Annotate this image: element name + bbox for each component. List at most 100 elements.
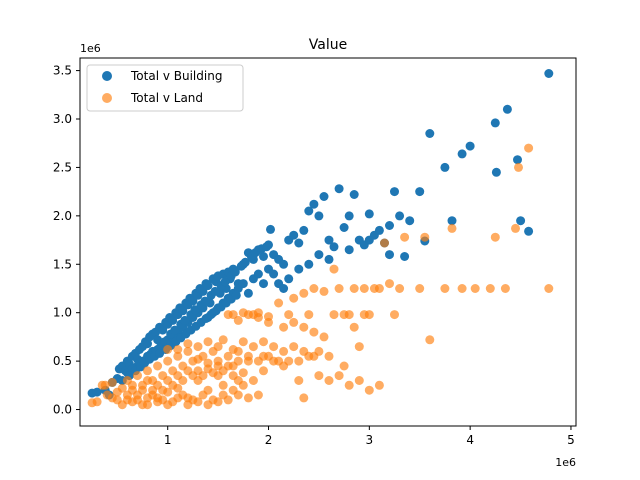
- point-s1-49: [339, 361, 349, 371]
- point-s1-146: [143, 400, 152, 410]
- point-s1-183: [173, 345, 183, 354]
- point-s1-112: [294, 376, 304, 385]
- point-s1-175: [248, 342, 258, 352]
- point-s1-78: [107, 377, 117, 387]
- point-s1-62: [415, 284, 425, 293]
- point-s1-181: [309, 351, 319, 361]
- point-s0-161: [230, 267, 240, 277]
- point-s0-134: [314, 250, 324, 260]
- point-s0-138: [385, 221, 394, 230]
- point-s1-139: [208, 368, 218, 378]
- point-s1-108: [259, 366, 268, 376]
- point-s0-83: [385, 250, 394, 260]
- point-s0-130: [279, 284, 289, 293]
- point-s1-157: [253, 390, 263, 400]
- point-s1-70: [490, 232, 500, 242]
- point-s1-186: [203, 337, 213, 347]
- point-s1-36: [274, 298, 284, 308]
- point-s1-155: [233, 390, 243, 400]
- point-s1-52: [354, 342, 364, 352]
- legend: Total v Building Total v Land: [86, 64, 244, 112]
- point-s1-171: [359, 310, 369, 320]
- point-s1-96: [198, 390, 208, 400]
- point-s1-142: [223, 361, 233, 371]
- y-tick-label-1: 0.5: [53, 354, 72, 368]
- point-s1-150: [183, 400, 193, 410]
- point-s1-64: [425, 335, 435, 345]
- point-s1-39: [289, 293, 299, 303]
- point-s0-84: [390, 187, 399, 197]
- point-s1-174: [238, 337, 248, 347]
- point-s0-133: [304, 259, 314, 269]
- point-s1-59: [390, 310, 399, 320]
- point-s1-167: [319, 332, 329, 342]
- point-s1-148: [163, 400, 173, 410]
- point-s1-68: [470, 284, 480, 293]
- point-s1-65: [440, 284, 450, 293]
- y-tick-label-3: 1.5: [53, 257, 72, 271]
- point-s1-111: [284, 356, 294, 366]
- point-s1-79: [112, 395, 122, 405]
- point-s1-115: [324, 376, 334, 385]
- point-s0-163: [240, 257, 250, 267]
- point-s0-66: [299, 225, 309, 235]
- point-s1-116: [334, 371, 344, 381]
- legend-marker-land: [102, 93, 112, 103]
- point-s0-90: [440, 162, 450, 172]
- point-s1-145: [238, 368, 248, 378]
- point-s1-121: [299, 393, 309, 403]
- point-s1-187: [213, 342, 223, 352]
- chart-title: Value: [309, 37, 347, 53]
- point-s0-155: [200, 296, 210, 306]
- point-s1-129: [158, 385, 168, 395]
- point-s0-190: [231, 290, 241, 300]
- point-s1-73: [514, 162, 523, 172]
- point-s0-89: [425, 129, 435, 138]
- point-s1-154: [223, 395, 233, 405]
- point-s1-38: [284, 310, 294, 320]
- point-s1-85: [143, 366, 152, 376]
- point-s0-59: [266, 224, 275, 234]
- point-s1-46: [324, 351, 334, 361]
- point-s1-42: [304, 310, 314, 320]
- point-s1-66: [447, 223, 457, 233]
- point-s1-76: [97, 380, 107, 390]
- point-s1-104: [238, 380, 248, 390]
- point-s1-170: [349, 322, 359, 332]
- point-s1-137: [198, 371, 208, 381]
- point-s0-136: [344, 245, 354, 255]
- point-s0-125: [253, 269, 263, 279]
- y-tick-label-4: 2.0: [53, 209, 72, 223]
- point-s0-94: [490, 118, 500, 128]
- point-s1-110: [274, 356, 284, 366]
- point-s1-61: [400, 232, 410, 242]
- point-s1-172: [218, 335, 228, 345]
- point-s1-69: [485, 284, 495, 293]
- point-s0-27: [168, 315, 178, 325]
- x-tick-label-1: 2: [265, 433, 273, 447]
- plot-frame: [79, 57, 577, 427]
- point-s1-60: [395, 284, 405, 293]
- point-s0-65: [294, 238, 304, 248]
- point-s0-62: [279, 259, 289, 269]
- point-s0-122: [238, 279, 248, 289]
- point-s1-156: [243, 393, 253, 403]
- point-s1-143: [228, 371, 238, 381]
- point-s1-48: [334, 284, 344, 293]
- point-s1-158: [228, 310, 238, 320]
- point-s1-72: [511, 223, 520, 233]
- point-s0-67: [304, 206, 314, 216]
- series-1: [87, 143, 554, 410]
- point-s1-177: [269, 342, 279, 352]
- point-s0-76: [349, 190, 359, 199]
- point-s1-180: [299, 346, 309, 356]
- point-s1-51: [349, 284, 359, 293]
- point-s0-139: [405, 216, 415, 226]
- point-s1-89: [163, 356, 173, 366]
- point-s1-149: [173, 393, 183, 403]
- point-s0-131: [284, 274, 294, 284]
- point-s0-70: [319, 192, 329, 201]
- point-s1-91: [173, 351, 183, 361]
- point-s0-85: [395, 211, 405, 221]
- point-s1-45: [319, 286, 329, 296]
